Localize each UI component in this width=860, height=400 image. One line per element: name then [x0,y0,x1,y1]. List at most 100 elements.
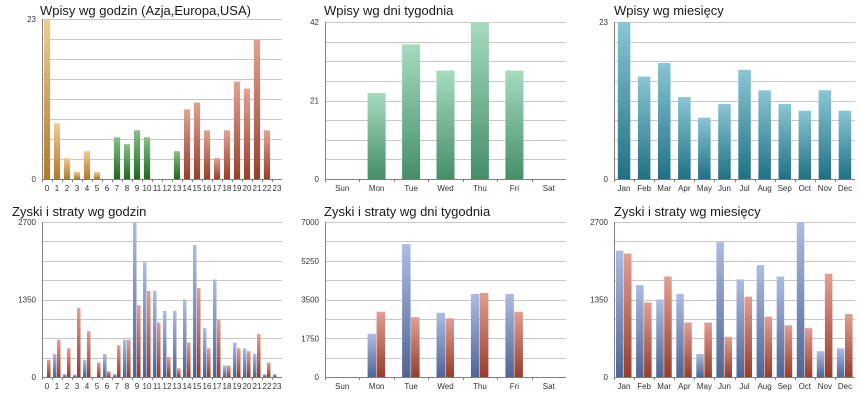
x-tick-label: 3 [75,382,80,391]
bar [53,123,61,179]
chart-panel-pl-by-hour: Zyski i straty wg godzin 0 1350 2700 0 1 2 3 4 5… [2,200,288,400]
chart-title: Zyski i straty wg godzin [12,204,146,219]
x-tick-label: 17 [213,382,222,391]
x-tick-label: 13 [173,184,182,193]
bar [470,294,480,377]
bar [123,144,131,179]
bar [87,331,91,377]
bar [193,245,197,377]
x-tick-label: 2 [65,382,70,391]
x-tick-label: 2 [65,184,70,193]
bar [127,339,131,377]
x-tick-label: 11 [153,184,162,193]
bar [243,88,251,179]
x-tick-label: May [697,184,712,193]
y-tick-label: 0 [32,373,37,382]
bar [93,172,101,179]
bar [223,365,227,377]
y-tick-label: 42 [310,18,319,27]
chart-panel-entries-by-weekday: Wpisy wg dni tygodnia 0 21 42 Sun Mon Tue Wed T… [288,2,574,202]
x-tick-label: 4 [85,184,90,193]
bar [796,222,805,377]
x-tick-label: Thu [473,184,487,193]
x-tick-label: 19 [233,382,242,391]
x-tick-label: 22 [263,382,272,391]
x-tick-label: Sep [778,382,793,391]
x-tick-label: Jan [618,184,631,193]
x-tick-label: 14 [183,382,192,391]
bar [133,222,137,377]
bar [716,242,724,377]
bar [53,354,57,377]
x-tick-label: 4 [85,382,90,391]
bar [73,374,77,377]
x-tick-label: Mar [657,184,671,193]
bar [445,318,454,377]
y-tick-label: 21 [310,97,319,106]
chart-entries-by-month: Wpisy wg miesięcy 0 23 Jan Feb Mar Apr May Jun J… [599,3,855,193]
bar [63,374,67,377]
x-tick-label: 14 [183,184,192,193]
chart-panel-entries-by-hour: Wpisy wg godzin (Azja,Europa,USA) 0 23 0 1 2… [2,2,288,202]
bar [197,288,201,377]
y-tick-label: 5250 [301,257,319,266]
bar [267,362,271,377]
bar [784,325,793,377]
x-tick-label: 9 [135,382,140,391]
bar [227,365,231,377]
x-tick-label: 16 [203,382,212,391]
x-tick-label: Mar [657,382,671,391]
y-tick-label: 1350 [18,296,36,305]
bar [764,316,773,377]
x-tick-label: 9 [135,184,140,193]
bar [617,22,631,179]
bar [505,70,524,179]
x-tick-label: 20 [243,184,252,193]
x-tick-label: 10 [143,382,152,391]
bar [167,356,171,377]
bar [816,351,825,377]
x-tick-label: 8 [125,184,130,193]
bar [738,69,751,179]
x-tick-label: Fri [510,184,520,193]
x-tick-label: 22 [263,184,272,193]
bar [664,276,672,377]
x-tick-label: Dec [838,382,852,391]
bar [367,93,386,179]
chart-entries-by-weekday: Wpisy wg dni tygodnia 0 21 42 Sun Mon Tue Wed T… [310,3,566,193]
bar [237,348,241,377]
x-tick-label: Jun [718,184,731,193]
bar [113,137,121,179]
x-tick-label: Thu [473,382,487,391]
chart-title: Zyski i straty wg dni tygodnia [324,204,491,219]
x-tick-label: 1 [55,184,60,193]
bar [644,302,652,377]
y-tick-label: 2700 [18,218,36,227]
bar [217,319,221,377]
x-tick-label: Apr [678,382,691,391]
bar [73,172,81,179]
bar [47,359,51,377]
bar [63,158,71,179]
bar [676,293,684,377]
x-tick-label: 7 [115,382,120,391]
bar [207,348,211,377]
x-tick-label: 10 [143,184,152,193]
bar [173,151,181,179]
x-tick-label: 12 [163,382,172,391]
bar [845,313,853,377]
bar [776,276,785,377]
bar [376,311,386,377]
bar [436,70,455,179]
bar [147,290,151,377]
bar [83,359,87,377]
x-tick-label: May [697,382,712,391]
bar [103,354,107,377]
bar [724,336,732,377]
x-tick-label: Fri [510,382,520,391]
bar [213,279,217,377]
bar [658,63,671,179]
x-tick-label: 15 [193,184,202,193]
y-tick-label: 0 [315,175,320,184]
